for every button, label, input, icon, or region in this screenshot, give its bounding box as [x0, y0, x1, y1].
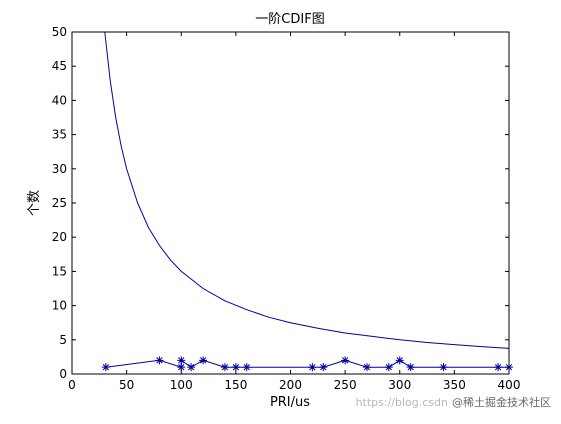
x-tick-label: 400	[498, 378, 521, 392]
x-axis: 0 50 100 150 200 250 300 350 400	[68, 32, 520, 392]
series-1-line	[104, 31, 510, 349]
watermark-brand: @稀土掘金技术社区	[452, 396, 551, 409]
series-2-point	[384, 363, 393, 372]
y-tick-label: 20	[52, 230, 67, 244]
series-2-point	[242, 363, 251, 372]
y-tick-label: 5	[59, 333, 67, 347]
y-tick-label: 40	[52, 93, 67, 107]
x-tick-label: 50	[119, 378, 134, 392]
chart-title: 一阶CDIF图	[255, 12, 324, 27]
series-2-point	[439, 363, 448, 372]
series-2-point	[494, 363, 503, 372]
series-2-point	[231, 363, 240, 372]
x-tick-label: 250	[334, 378, 357, 392]
x-tick-label: 150	[224, 378, 247, 392]
series-2-point	[220, 363, 229, 372]
y-tick-label: 30	[52, 162, 67, 176]
y-tick-label: 25	[52, 196, 67, 210]
x-tick-label: 350	[443, 378, 466, 392]
series-2-point	[177, 356, 186, 365]
series-2-point	[395, 356, 404, 365]
y-axis-title: 个数	[27, 190, 42, 216]
y-tick-label: 45	[52, 59, 67, 73]
series-2-point	[362, 363, 371, 372]
series-2-point	[406, 363, 415, 372]
series-layer	[101, 31, 513, 372]
series-2-point	[101, 363, 110, 372]
series-2-point	[341, 356, 350, 365]
series-2-point	[319, 363, 328, 372]
y-tick-label: 15	[52, 264, 67, 278]
x-tick-label: 100	[170, 378, 193, 392]
watermark-url: https://blog.csdn	[355, 396, 448, 409]
y-tick-label: 50	[52, 25, 67, 39]
series-2-line	[105, 359, 509, 368]
x-tick-label: 300	[388, 378, 411, 392]
x-axis-title: PRI/us	[270, 395, 310, 410]
watermark: https://blog.csdn @稀土掘金技术社区	[356, 394, 551, 410]
x-tick-label: 0	[68, 378, 76, 392]
series-2-point	[177, 363, 186, 372]
series-2-point	[199, 356, 208, 365]
series-2-point	[187, 363, 196, 372]
series-2-point	[155, 356, 164, 365]
y-tick-label: 35	[52, 128, 67, 142]
y-tick-label: 10	[52, 299, 67, 313]
y-axis: 0 5 10 15 20 25 30 35 40 45 50	[52, 25, 509, 381]
x-tick-label: 200	[279, 378, 302, 392]
series-2-point	[308, 363, 317, 372]
y-tick-label: 0	[59, 367, 67, 381]
